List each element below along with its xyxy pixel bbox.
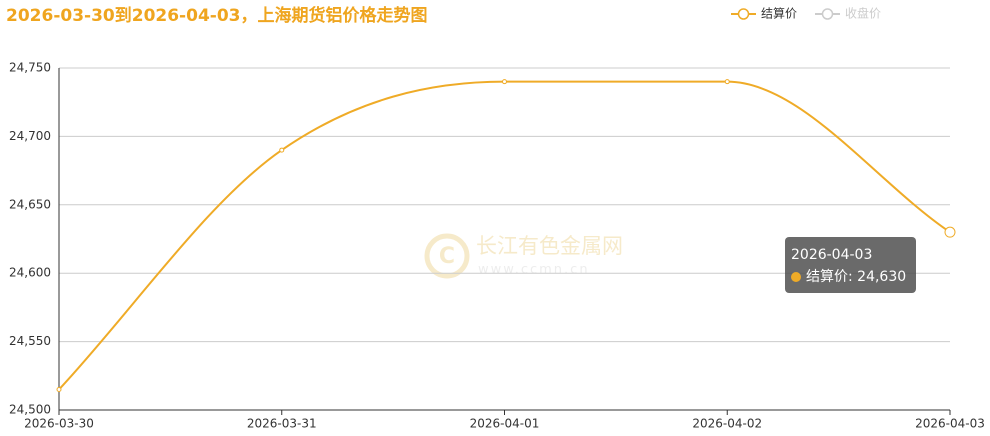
data-point	[502, 79, 507, 85]
series-line	[58, 80, 951, 391]
legend-item[interactable]: 结算价	[731, 6, 797, 21]
data-point	[279, 147, 285, 153]
legend-icon	[737, 8, 750, 20]
x-tick-label: 2026-03-30	[24, 417, 94, 431]
tooltip-label: 结算价: 24,630	[806, 269, 906, 285]
data-point	[944, 226, 956, 238]
watermark-logo	[424, 233, 470, 279]
y-tick-label: 24,700	[9, 129, 51, 143]
x-tick-label: 2026-03-31	[247, 417, 317, 431]
watermark-name: 长江有色金属网	[476, 234, 623, 258]
legend-label: 收盘价	[845, 6, 881, 21]
data-point	[724, 79, 730, 85]
data-point	[56, 386, 62, 392]
legend-icon	[821, 8, 834, 20]
tooltip-box	[785, 237, 916, 293]
watermark: C 长江有色金属网 www.ccmn.cn	[424, 233, 623, 279]
tooltip-dot	[791, 272, 801, 282]
y-tick-label: 24,650	[9, 197, 51, 211]
y-tick-label: 24,500	[9, 403, 51, 417]
legend-label: 结算价	[761, 6, 797, 21]
x-tick-label: 2026-04-01	[470, 417, 540, 431]
y-tick-label: 24,750	[9, 61, 51, 75]
watermark-url: www.ccmn.cn	[478, 263, 590, 278]
x-tick-label: 2026-04-02	[692, 417, 762, 431]
watermark-logo-letter: C	[439, 244, 455, 269]
chart-title: 2026-03-30到2026-04-03，上海期货铝价格走势图	[6, 5, 427, 26]
y-tick-label: 24,600	[9, 266, 51, 280]
y-tick-label: 24,550	[9, 334, 51, 348]
tooltip-title: 2026-04-03	[791, 247, 872, 263]
tooltip: 2026-04-03 结算价: 24,630	[785, 237, 916, 293]
x-tick-label: 2026-04-03	[915, 417, 985, 431]
legend-item[interactable]: 收盘价	[815, 6, 881, 21]
